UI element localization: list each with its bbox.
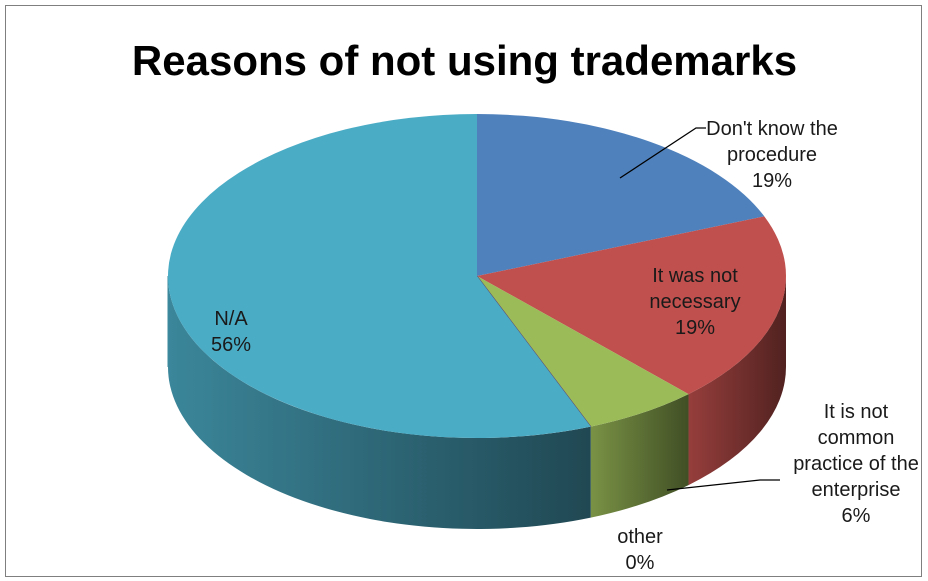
data-label-s1-line-0: It was not [652, 265, 738, 287]
pie-side-walls [168, 276, 787, 529]
data-label-s1-line-1: necessary [649, 291, 740, 313]
data-label-s0-line-1: procedure [727, 144, 817, 166]
data-label-s2-line-0: It is not [824, 401, 889, 423]
pie-side-4 [168, 276, 591, 529]
data-label-s2-line-3: enterprise [812, 479, 901, 501]
leader-line-s0 [619, 127, 706, 179]
data-label-s0-line-2: 19% [752, 170, 792, 192]
data-label-s0-line-0: Don't know the [706, 118, 838, 140]
data-label-s2-line-1: common [818, 427, 895, 449]
data-label-s2-line-4: 6% [842, 505, 871, 527]
data-label-s1-line-2: 19% [675, 317, 715, 339]
pie-side-1 [688, 276, 787, 486]
data-labels: Don't know the procedure 19% It was not nece… [211, 118, 919, 574]
data-label-s3-line-1: 0% [626, 552, 655, 574]
data-label-s4-line-1: 56% [211, 334, 251, 356]
pie-slice-2 [477, 276, 689, 427]
pie-side-2 [590, 394, 689, 518]
data-label-s4-line-0: N/A [214, 308, 248, 330]
data-label-s3-line-0: other [617, 526, 663, 548]
pie-top [168, 114, 786, 438]
pie-slice-1 [477, 216, 786, 395]
leader-line-s2 [666, 479, 780, 491]
pie-slice-0 [477, 114, 765, 276]
data-label-s2-line-2: practice of the [793, 453, 919, 475]
pie-slice-4 [168, 114, 591, 438]
chart-title: Reasons of not using trademarks [131, 37, 798, 84]
